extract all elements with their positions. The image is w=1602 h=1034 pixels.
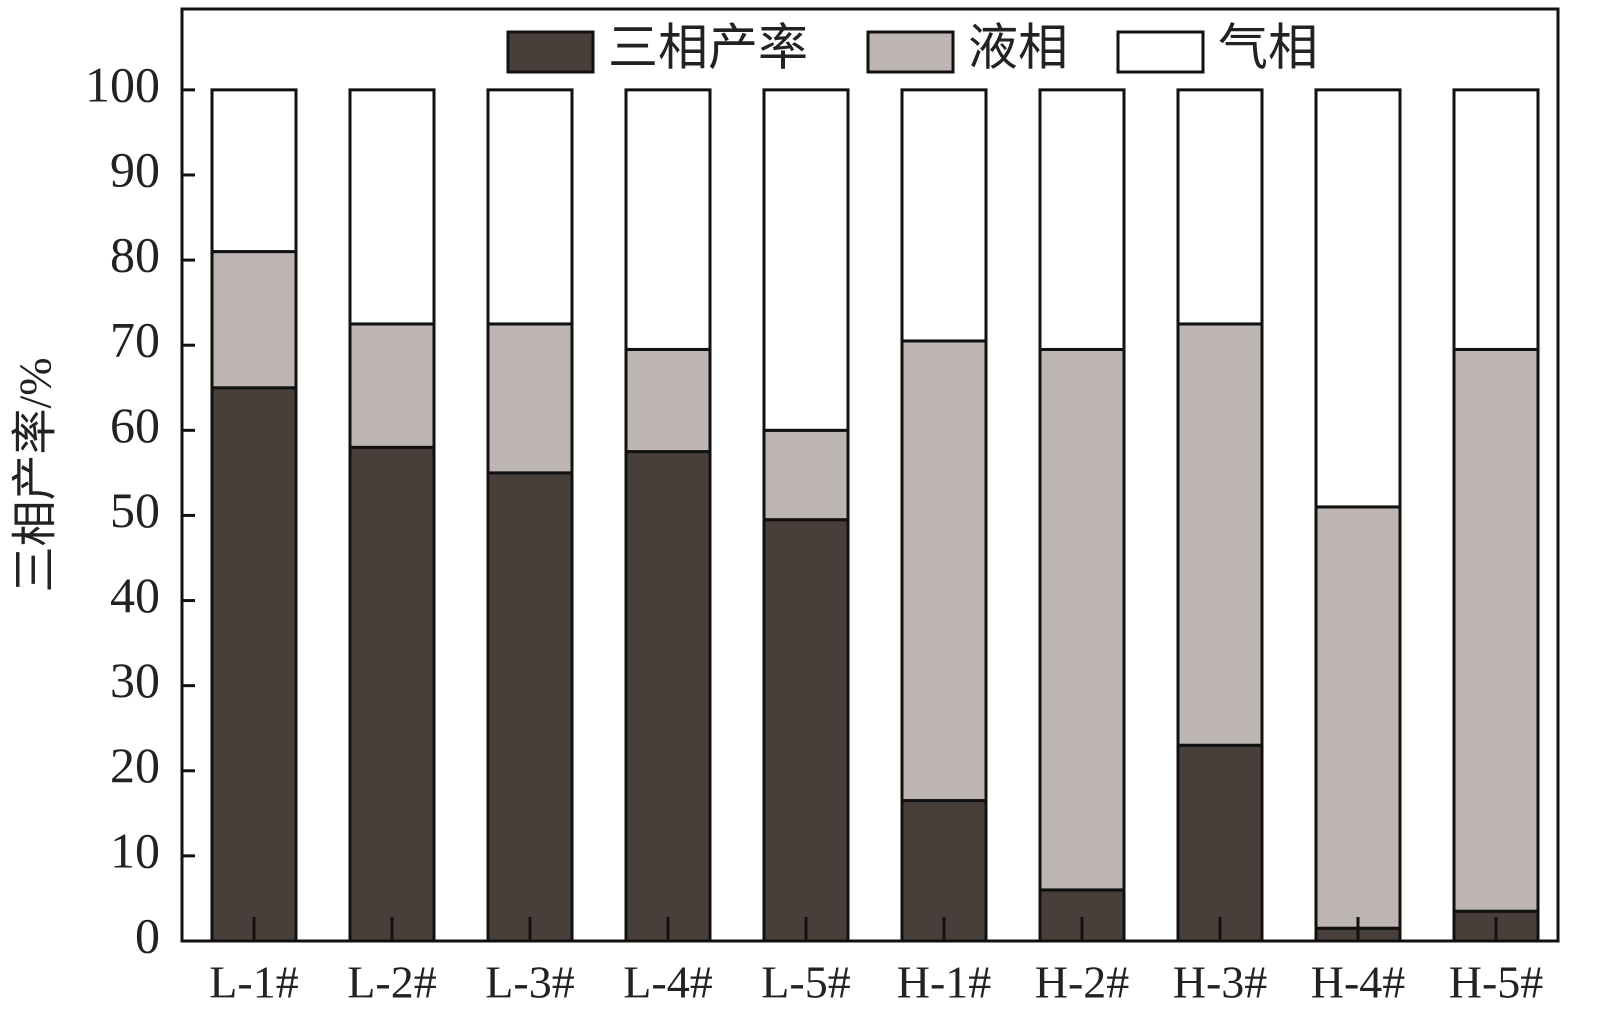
- bar-segment: [348, 445, 436, 943]
- y-tick-label: 40: [110, 567, 160, 623]
- x-tick-label: H-5#: [1449, 957, 1544, 1008]
- y-tick-label: 20: [110, 737, 160, 793]
- x-tick-label: H-2#: [1035, 957, 1130, 1008]
- legend-label: 三相产率: [608, 19, 808, 75]
- x-tick-label: L-2#: [347, 957, 436, 1008]
- y-tick-label: 30: [110, 652, 160, 708]
- bar-segment: [1038, 347, 1126, 892]
- bar-segment: [1038, 88, 1126, 351]
- legend-swatch: [1116, 30, 1205, 74]
- bar-segment: [762, 428, 850, 522]
- bar-segment: [1452, 347, 1540, 913]
- bar-segment: [486, 88, 574, 326]
- y-tick-label: 50: [110, 482, 160, 538]
- x-tick-label: H-4#: [1311, 957, 1406, 1008]
- bar-segment: [1176, 322, 1264, 747]
- y-tick-label: 70: [110, 312, 160, 368]
- legend-swatch: [866, 30, 955, 74]
- y-tick-label: 90: [110, 141, 160, 197]
- bar-segment: [348, 322, 436, 449]
- y-tick-label: 0: [135, 907, 160, 963]
- bar-segment: [1314, 88, 1402, 509]
- legend-label: 气相: [1218, 19, 1318, 75]
- bar-segment: [1452, 88, 1540, 351]
- plot-frame: [180, 7, 1560, 943]
- bar-segment: [624, 450, 712, 943]
- bar-segment: [210, 386, 298, 943]
- x-tick-label: H-1#: [897, 957, 992, 1008]
- bar-segment: [1176, 743, 1264, 943]
- bar-segment: [210, 250, 298, 390]
- x-tick-label: L-3#: [485, 957, 574, 1008]
- x-tick-label: H-3#: [1173, 957, 1268, 1008]
- x-tick-label: L-5#: [761, 957, 850, 1008]
- y-tick-label: 60: [110, 397, 160, 453]
- bar-segment: [1314, 505, 1402, 930]
- x-tick-label: L-4#: [623, 957, 712, 1008]
- bar-segment: [900, 339, 988, 803]
- bar-segment: [900, 88, 988, 343]
- legend-swatch: [506, 30, 595, 74]
- bar-segment: [762, 518, 850, 943]
- legend-label: 液相: [968, 19, 1068, 75]
- y-axis-label: 三相产率/%: [10, 357, 61, 592]
- bar-segment: [1176, 88, 1264, 326]
- y-tick-label: 100: [85, 56, 160, 112]
- bar-segment: [762, 88, 850, 432]
- bar-segment: [624, 347, 712, 454]
- bar-segment: [210, 88, 298, 254]
- y-tick-label: 80: [110, 227, 160, 283]
- bar-segment: [624, 88, 712, 351]
- bar-segment: [486, 471, 574, 943]
- bar-segment: [348, 88, 436, 326]
- x-tick-label: L-1#: [209, 957, 298, 1008]
- y-tick-label: 10: [110, 822, 160, 878]
- bar-segment: [486, 322, 574, 475]
